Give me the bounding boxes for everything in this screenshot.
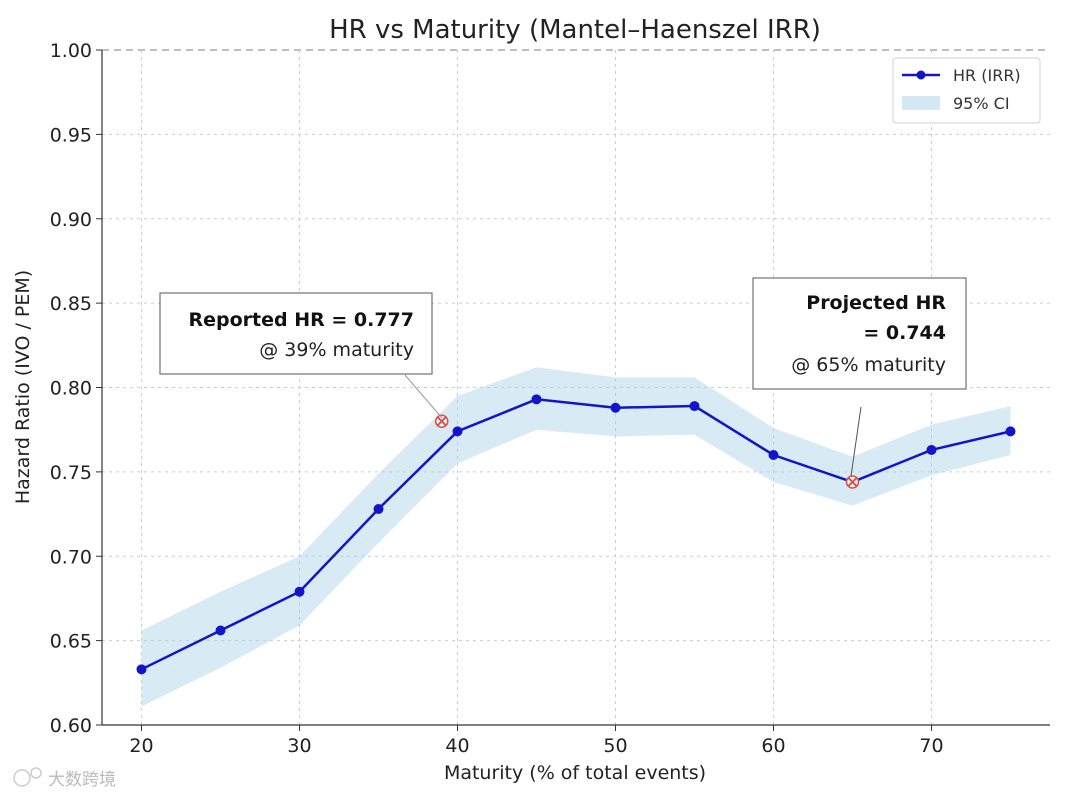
highlight-marker-cross <box>847 477 858 487</box>
hr-data-point <box>136 664 147 675</box>
annotation-reported-pointer <box>404 374 443 419</box>
x-tick-label: 40 <box>445 735 469 757</box>
annotation-projected-pointer <box>850 406 862 477</box>
chart-title: HR vs Maturity (Mantel–Haenszel IRR) <box>329 15 821 45</box>
hr-data-point <box>452 426 463 437</box>
hr-data-point <box>373 504 384 514</box>
y-tick-label: 0.80 <box>50 378 92 400</box>
watermark: 大数跨境 <box>48 770 116 790</box>
annotation-reported-maturity: @ 39% maturity <box>259 339 414 361</box>
annotation-projected-value: = 0.744 <box>863 322 946 344</box>
annotation-reported-box <box>159 292 433 375</box>
watermark-logo-icon-2 <box>30 767 42 779</box>
marker-layer <box>434 414 860 489</box>
hr-data-point <box>1005 426 1016 437</box>
highlight-marker <box>434 414 449 429</box>
annotation-projected-box <box>752 277 967 390</box>
annotation-projected-title: Projected HR <box>806 292 946 314</box>
y-tick-label: 0.65 <box>50 631 92 653</box>
hr-data-point <box>610 402 621 413</box>
highlight-marker <box>845 475 860 489</box>
y-tick-label: 0.75 <box>50 462 92 484</box>
legend: HR (IRR) 95% CI <box>892 57 1041 124</box>
highlight-marker-cross <box>436 416 447 426</box>
tick-layer: 0.60 0.65 0.70 0.75 0.80 0.85 0.90 0.95 1.00 20 30… <box>50 40 944 757</box>
y-tick-label: 0.60 <box>50 715 92 737</box>
hr-data-point <box>926 444 937 455</box>
y-tick-label: 1.00 <box>50 40 92 62</box>
x-axis-label: Maturity (% of total events) <box>444 762 706 784</box>
ci-band <box>141 367 1011 707</box>
x-tick-label: 70 <box>919 735 943 757</box>
annotation-projected-maturity: @ 65% maturity <box>791 354 946 376</box>
hr-data-point <box>768 450 779 460</box>
x-tick-label: 50 <box>603 735 627 757</box>
y-tick-label: 0.85 <box>50 293 92 315</box>
x-tick-label: 20 <box>129 735 153 757</box>
hr-data-point <box>294 586 305 597</box>
legend-hr-label: HR (IRR) <box>953 66 1021 85</box>
hr-data-point <box>531 394 542 405</box>
ci-band-layer <box>141 367 1011 707</box>
annotation-projected: Projected HR = 0.744 @ 65% maturity <box>752 277 967 477</box>
watermark-logo-icon <box>13 769 31 787</box>
y-tick-label: 0.95 <box>50 124 92 146</box>
hr-series-line <box>140 398 1011 671</box>
y-tick-label: 0.90 <box>50 209 92 231</box>
legend-point-swatch <box>916 70 926 80</box>
hr-data-point <box>689 401 700 412</box>
hr-data-point <box>215 625 226 636</box>
y-axis-label: Hazard Ratio (IVO / PEM) <box>12 270 34 504</box>
x-tick-label: 60 <box>761 735 785 757</box>
legend-band-swatch <box>902 96 940 110</box>
annotation-reported: Reported HR = 0.777 @ 39% maturity <box>159 292 443 419</box>
y-tick-label: 0.70 <box>50 546 92 568</box>
legend-ci-label: 95% CI <box>953 94 1010 113</box>
annotation-reported-value: Reported HR = 0.777 <box>188 309 414 331</box>
x-tick-label: 30 <box>287 735 311 757</box>
